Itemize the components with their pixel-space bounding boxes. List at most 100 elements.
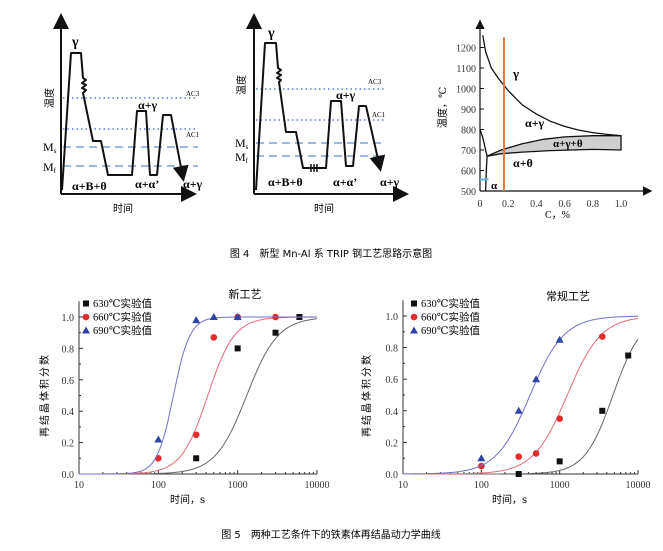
fit-curve-circle [403, 317, 639, 475]
y-axis-label: 再结晶体积分数 [38, 353, 51, 437]
data-point-triangle [514, 406, 523, 414]
schematic-new-process: γ AC3 AC1 Ms Mf α+B+θ α+α’ α+γ α+γ 温度 时间 [43, 13, 203, 215]
alpha-boundary-curve [479, 129, 488, 192]
legend-label: 660℃实验值 [93, 311, 152, 324]
chart-title: 新工艺 [229, 287, 262, 301]
fit-curve-square [403, 338, 639, 475]
data-point-square [599, 407, 606, 414]
data-point-square [193, 455, 200, 462]
legend-label: 630℃实验值 [93, 297, 152, 310]
legend-label: 690℃实验值 [93, 324, 152, 337]
schematic-conventional-process: γ AC3 AC1 Ms Mf α+B+θ α+α’ α+γ α+γ 温度 时间 [235, 13, 409, 215]
data-point-circle [532, 450, 540, 457]
phase-label-1: α+B+θ [268, 175, 303, 189]
legend-marker-circle [410, 313, 418, 321]
kinetics-chart-conventional-process: 0.0 0.2 0.4 0.6 0.8 1.0 10 100 1000 10000 常规工艺时间，s… [360, 289, 651, 506]
phase-label-1: α+B+θ [72, 179, 107, 193]
figure-5-caption: 图 5 两种工艺条件下的铁素体再结晶动力学曲线 [221, 528, 441, 541]
mf-label: Mf [235, 150, 249, 165]
legend-marker-triangle [410, 326, 418, 334]
y-tick-label: 0.6 [62, 376, 75, 387]
x-tick-label: 1000 [550, 480, 570, 491]
y-tick-label: 1.0 [62, 313, 75, 324]
legend-marker-square [83, 300, 89, 307]
ac3-label: AC3 [186, 90, 200, 98]
data-point-circle [155, 455, 162, 462]
fe-c-phase-diagram: 500 600 700 800 900 1000 1100 1200 0 0.2 0.4 0.6 0.… [436, 19, 653, 221]
data-point-circle [210, 334, 218, 341]
data-point-triangle [555, 335, 564, 343]
phase-label-3: α+γ [183, 177, 203, 191]
fit-curve-triangle [403, 315, 638, 475]
y-tick-label: 0.0 [62, 470, 75, 481]
y-tick-label: 0.2 [386, 438, 399, 449]
x-tick-label: 10 [74, 480, 84, 491]
x-tick-label: 0.4 [530, 199, 543, 210]
data-point-triangle [233, 313, 242, 320]
gamma-label: γ [267, 26, 275, 41]
x-tick-label: 1000 [228, 480, 248, 491]
legend-label: 660℃实验值 [421, 311, 480, 324]
y-tick-label: 0.2 [62, 439, 75, 450]
y-tick-label: 700 [461, 146, 476, 157]
y-tick-label: 800 [461, 126, 476, 137]
mf-label: Mf [43, 160, 57, 175]
region-gamma-label: γ [512, 66, 519, 81]
data-point-square [556, 458, 563, 465]
y-tick-label: 500 [461, 187, 476, 198]
phase-label-3: α+γ [380, 175, 400, 189]
phase-label-2: α+α’ [333, 175, 357, 189]
data-point-square [272, 329, 279, 336]
data-point-square [234, 345, 241, 352]
region-alpha-gamma-label: α+γ [525, 116, 545, 130]
x-tick-label: 0 [478, 199, 483, 210]
y-tick-label: 1.0 [386, 312, 399, 323]
x-axis-label: C，% [545, 210, 570, 221]
phase-label-peak: α+γ [336, 88, 356, 102]
region-alpha-gamma-theta-label: α+γ+θ [553, 138, 583, 150]
y-tick-label: 600 [461, 167, 476, 178]
y-tick-label: 0.4 [62, 407, 75, 418]
y-tick-label: 0.4 [386, 407, 399, 418]
y-axis-label: 温度 [235, 75, 248, 95]
heat-treatment-path [61, 52, 189, 191]
fit-curve-square [79, 318, 318, 475]
x-tick-label: 10000 [305, 480, 330, 491]
phase-label-peak: α+γ [138, 98, 158, 112]
heat-treatment-path [255, 42, 386, 191]
y-tick-label: 1100 [456, 64, 476, 75]
chart-title: 常规工艺 [546, 289, 590, 303]
isothermal-hold-mark [310, 164, 318, 172]
gamma-label: γ [71, 35, 79, 50]
x-axis-label: 时间 [113, 202, 133, 215]
ac1-label: AC1 [186, 131, 200, 139]
x-tick-label: 100 [151, 480, 166, 491]
ms-label: Ms [235, 136, 249, 151]
legend-marker-square [411, 300, 417, 307]
x-axis-label: 时间，s [492, 493, 527, 506]
figure-4-caption: 图 4 新型 Mn-Al 系 TRIP 钢工艺思路示意图 [230, 247, 432, 260]
fit-curve-circle [79, 316, 317, 475]
phase-label-2: α+α’ [135, 177, 159, 191]
y-axis-label: 温度，℃ [436, 87, 449, 128]
x-tick-label: 0.2 [502, 199, 515, 210]
y-tick-label: 1000 [456, 85, 476, 96]
data-point-circle [556, 415, 563, 423]
x-axis-label: 时间 [314, 202, 334, 215]
x-tick-label: 10 [398, 480, 408, 491]
data-point-circle [192, 431, 200, 439]
y-tick-label: 0.8 [62, 344, 75, 355]
y-tick-label: 1200 [456, 44, 476, 55]
legend-marker-circle [82, 313, 90, 321]
x-tick-label: 0.6 [558, 199, 571, 210]
data-point-circle [598, 333, 606, 340]
x-tick-label: 0.8 [587, 199, 600, 210]
region-alpha-label: α [491, 180, 498, 192]
data-point-triangle [532, 375, 541, 383]
y-tick-label: 0.8 [386, 344, 399, 355]
y-tick-label: 0.6 [386, 375, 399, 386]
data-point-square [625, 352, 632, 359]
data-point-circle [515, 453, 523, 460]
y-axis-label: 再结晶体积分数 [360, 353, 373, 437]
